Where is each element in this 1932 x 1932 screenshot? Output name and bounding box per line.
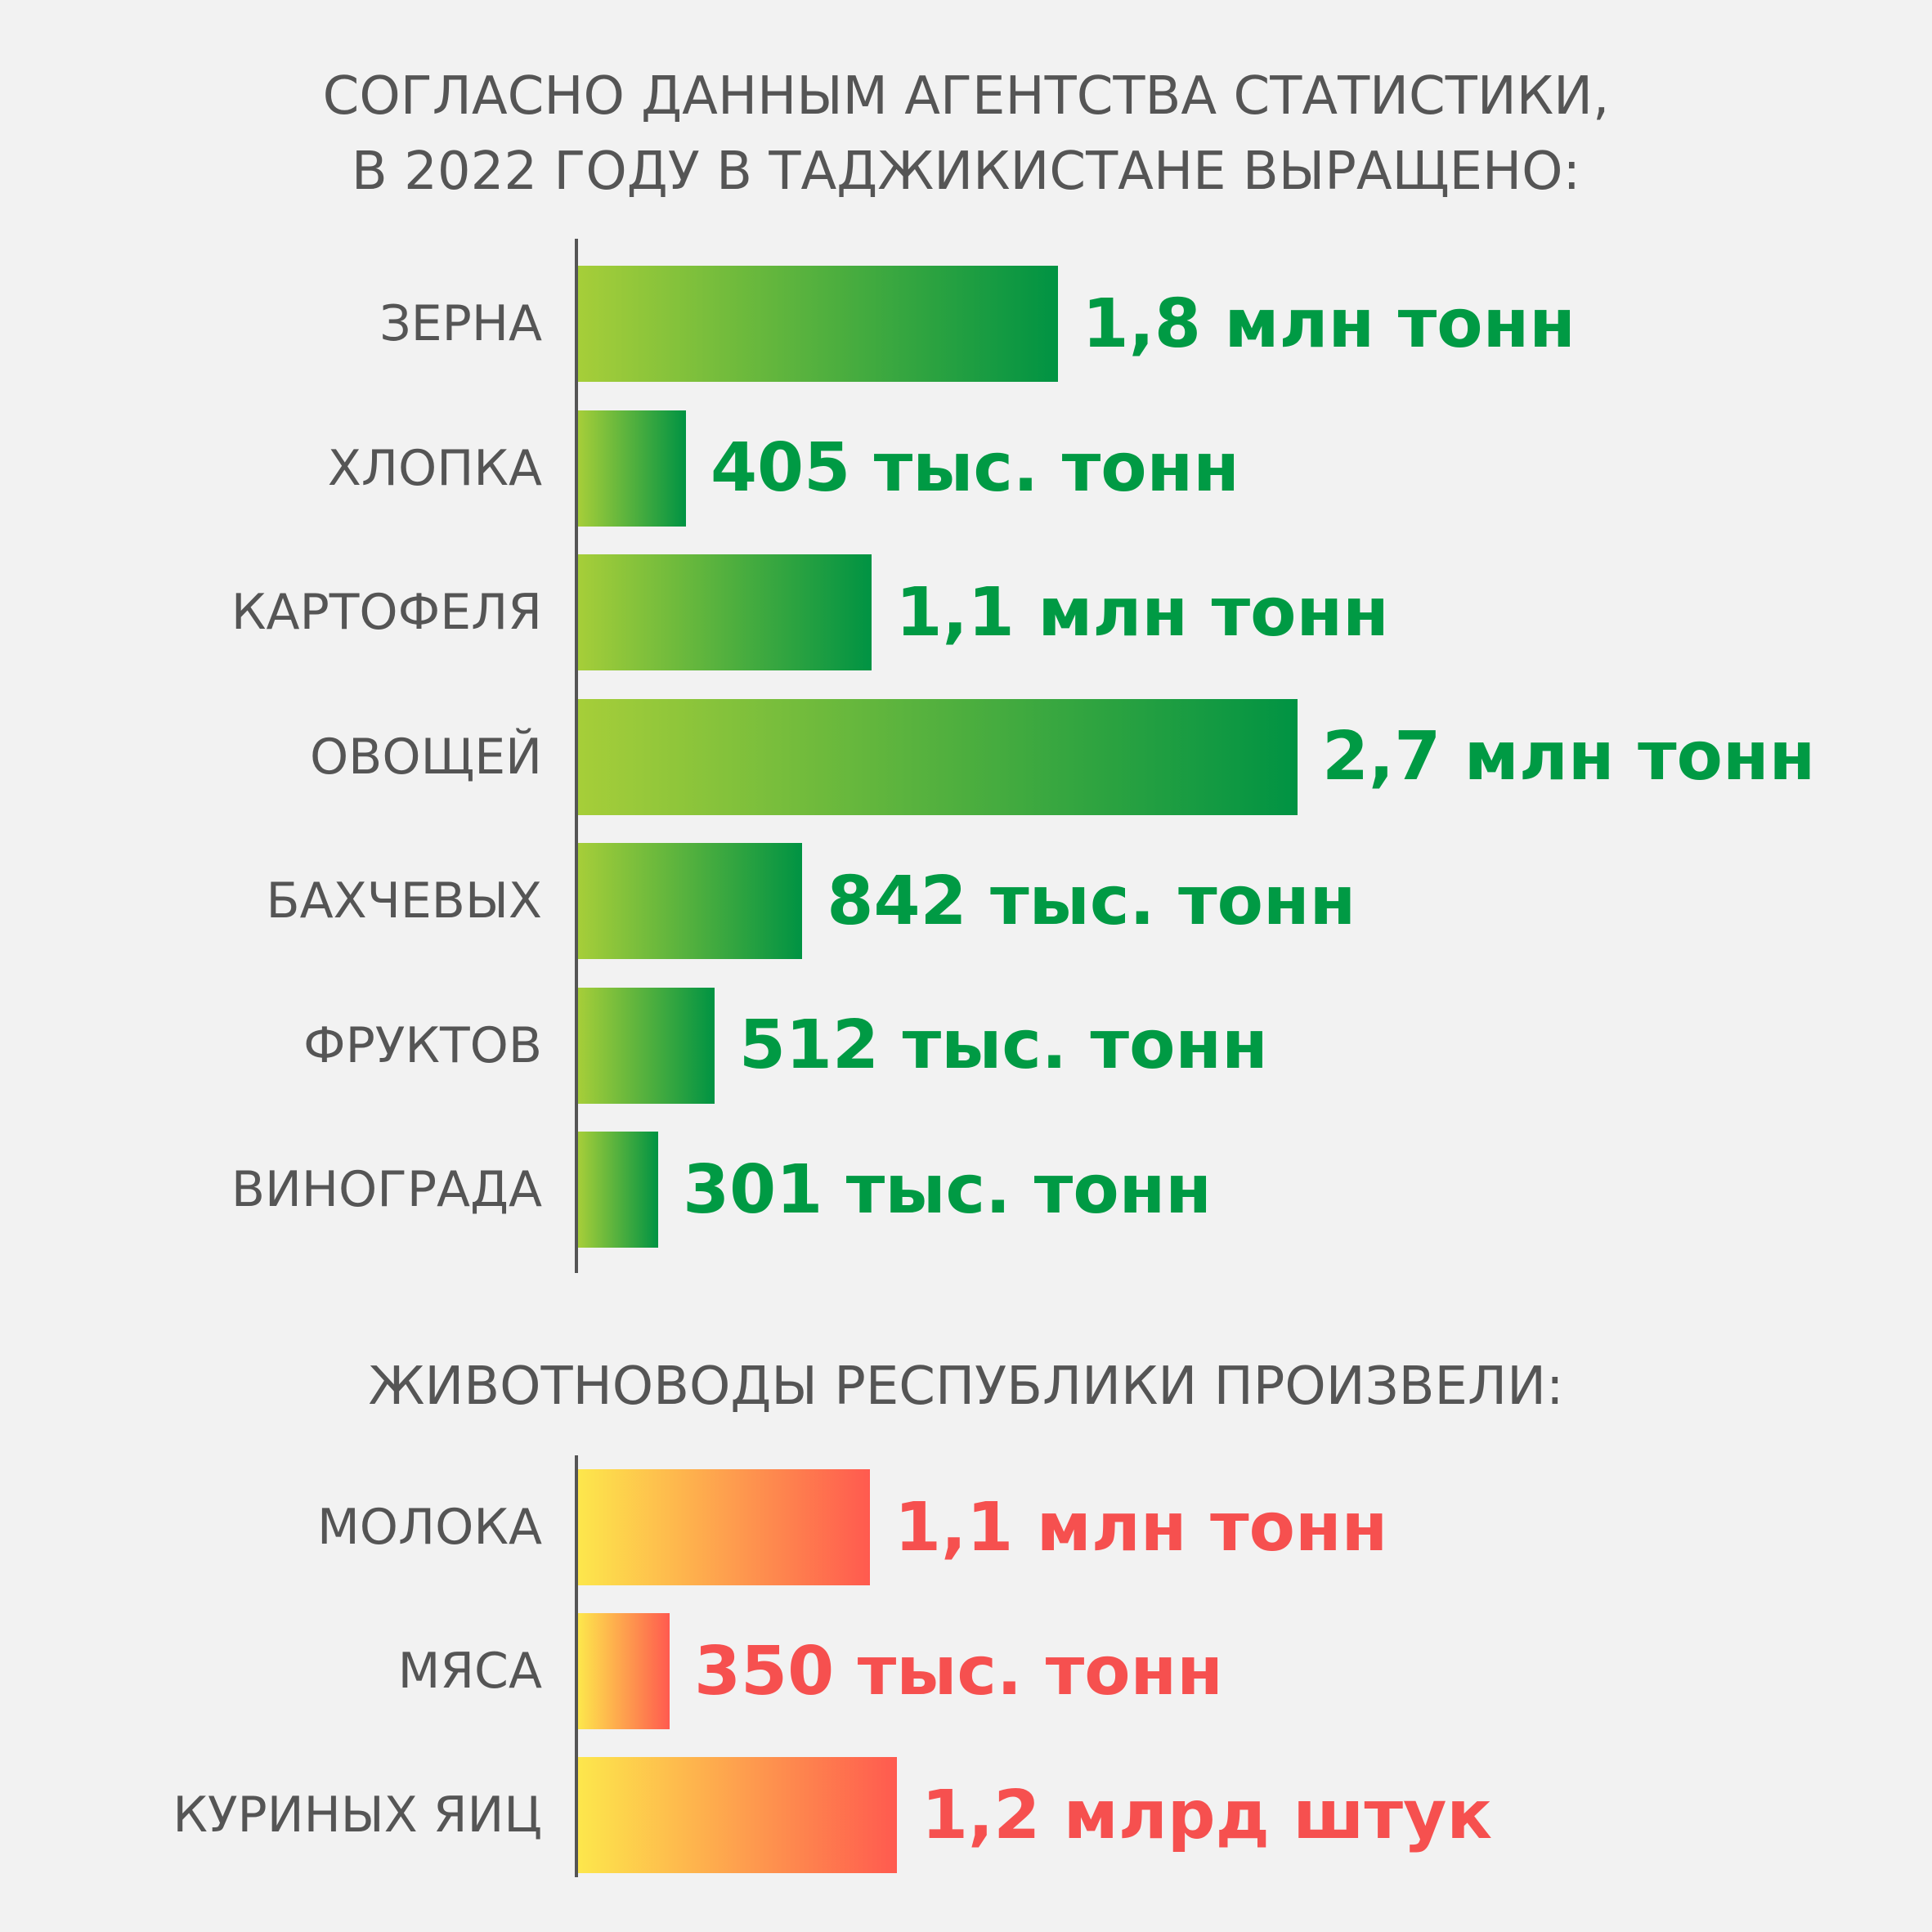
- livestock-bar: [578, 1613, 670, 1729]
- crops-category-label: ОВОЩЕЙ: [309, 728, 542, 786]
- chart-title-livestock: ЖИВОТНОВОДЫ РЕСПУБЛИКИ ПРОИЗВЕЛИ:: [368, 1356, 1564, 1417]
- crops-category-label: ХЛОПКА: [327, 439, 542, 497]
- crops-bar: [578, 1132, 659, 1248]
- chart-title-crops: СОГЛАСНО ДАННЫМ АГЕНТСТВА СТАТИСТИКИ, В …: [0, 59, 1932, 209]
- chart-title-crops-line-2: В 2022 ГОДУ В ТАДЖИКИСТАНЕ ВЫРАЩЕНО:: [351, 141, 1581, 202]
- crops-value-label: 512 тыс. тонн: [738, 1006, 1268, 1084]
- crops-value-label: 1,8 млн тонн: [1082, 285, 1576, 363]
- crops-category-label: ФРУКТОВ: [303, 1016, 542, 1074]
- crops-bar: [578, 554, 872, 670]
- livestock-value-label: 1,1 млн тонн: [894, 1488, 1388, 1567]
- crops-bar: [578, 987, 715, 1104]
- livestock-category-label: КУРИНЫХ ЯИЦ: [173, 1786, 542, 1844]
- crops-bar: [578, 698, 1298, 815]
- crops-bar: [578, 266, 1058, 382]
- crops-value-label: 2,7 млн тонн: [1322, 718, 1816, 796]
- crops-value-label: 405 тыс. тонн: [710, 429, 1239, 507]
- livestock-value-label: 1,2 млрд штук: [921, 1776, 1493, 1854]
- livestock-category-label: МОЛОКА: [317, 1499, 542, 1556]
- livestock-category-label: МЯСА: [397, 1643, 542, 1700]
- crops-bar: [578, 410, 686, 527]
- livestock-value-label: 350 тыс. тонн: [694, 1632, 1223, 1710]
- crops-value-label: 842 тыс. тонн: [827, 862, 1356, 940]
- livestock-axis-line: [575, 1455, 578, 1877]
- crops-category-label: БАХЧЕВЫХ: [266, 872, 542, 930]
- crops-axis-line: [575, 239, 578, 1273]
- chart-title-crops-line-1: СОГЛАСНО ДАННЫМ АГЕНТСТВА СТАТИСТИКИ,: [322, 66, 1610, 127]
- crops-category-label: ЗЕРНА: [379, 295, 542, 352]
- crops-value-label: 301 тыс. тонн: [683, 1150, 1212, 1229]
- livestock-bar: [578, 1757, 897, 1873]
- livestock-bar: [578, 1469, 870, 1585]
- crops-category-label: ВИНОГРАДА: [231, 1161, 542, 1218]
- crops-category-label: КАРТОФЕЛЯ: [231, 584, 542, 641]
- crops-value-label: 1,1 млн тонн: [895, 573, 1389, 652]
- crops-bar: [578, 843, 803, 959]
